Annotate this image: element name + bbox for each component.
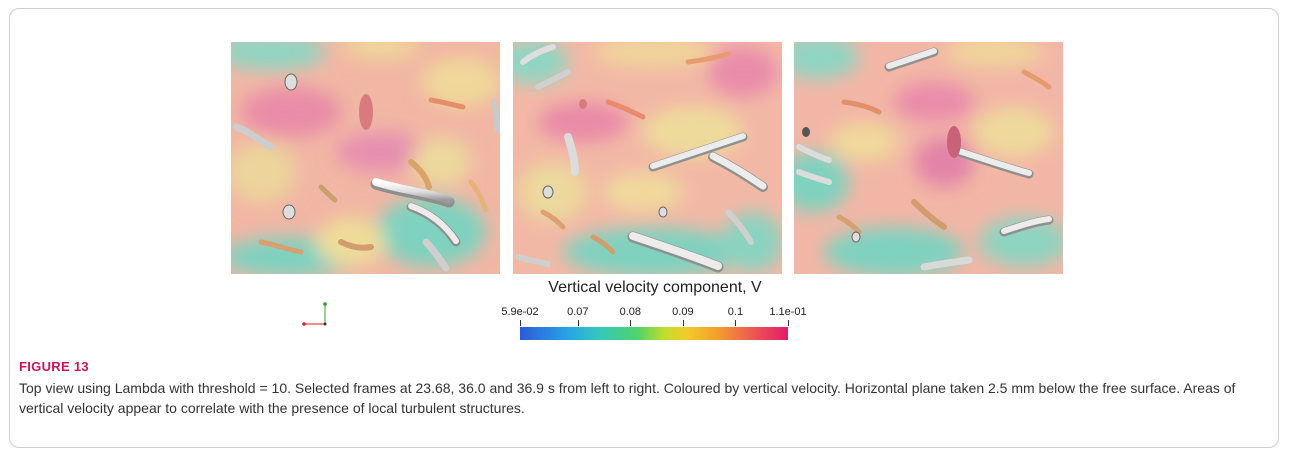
x-axis-tip [302, 322, 306, 326]
frame-3-render [794, 42, 1063, 274]
figure-caption: Top view using Lambda with threshold = 1… [19, 380, 1236, 416]
orientation-axes [302, 302, 327, 326]
vortex-structures [232, 73, 500, 272]
figure-label: FIGURE 13 [19, 359, 89, 374]
colorbar-tick-mark [520, 320, 521, 326]
frame-3 [794, 42, 1063, 274]
colorbar-ticks: 5.9e-02 0.07 0.08 0.09 0.1 1.1e-01 [500, 304, 807, 328]
frame-2 [513, 42, 782, 274]
colorbar [520, 327, 788, 340]
colorbar-tick-mark [735, 320, 737, 326]
colorbar-tick-label: 1.1e-01 [769, 306, 807, 318]
vortex-structures [796, 47, 1054, 271]
axes-origin [323, 322, 327, 326]
frame-2-render [513, 42, 782, 274]
colorbar-tick-mark [682, 320, 684, 326]
colorbar-tick-mark [630, 320, 632, 326]
colorbar-tick-label: 0.09 [672, 306, 694, 318]
colorbar-title: Vertical velocity component, V [548, 279, 762, 296]
frame-1 [231, 42, 500, 274]
colorbar-tick-mark [577, 320, 579, 326]
colorbar-tick-label: 0.1 [727, 306, 744, 318]
colorbar-tick-label: 0.08 [619, 306, 642, 318]
y-axis-tip [323, 302, 327, 306]
colorbar-tick-label: 0.07 [567, 306, 589, 318]
colorbar-tick-label: 5.9e-02 [501, 306, 539, 318]
vortex-structures [515, 44, 768, 273]
colorbar-tick-mark [788, 320, 789, 326]
frame-1-render [231, 42, 500, 274]
